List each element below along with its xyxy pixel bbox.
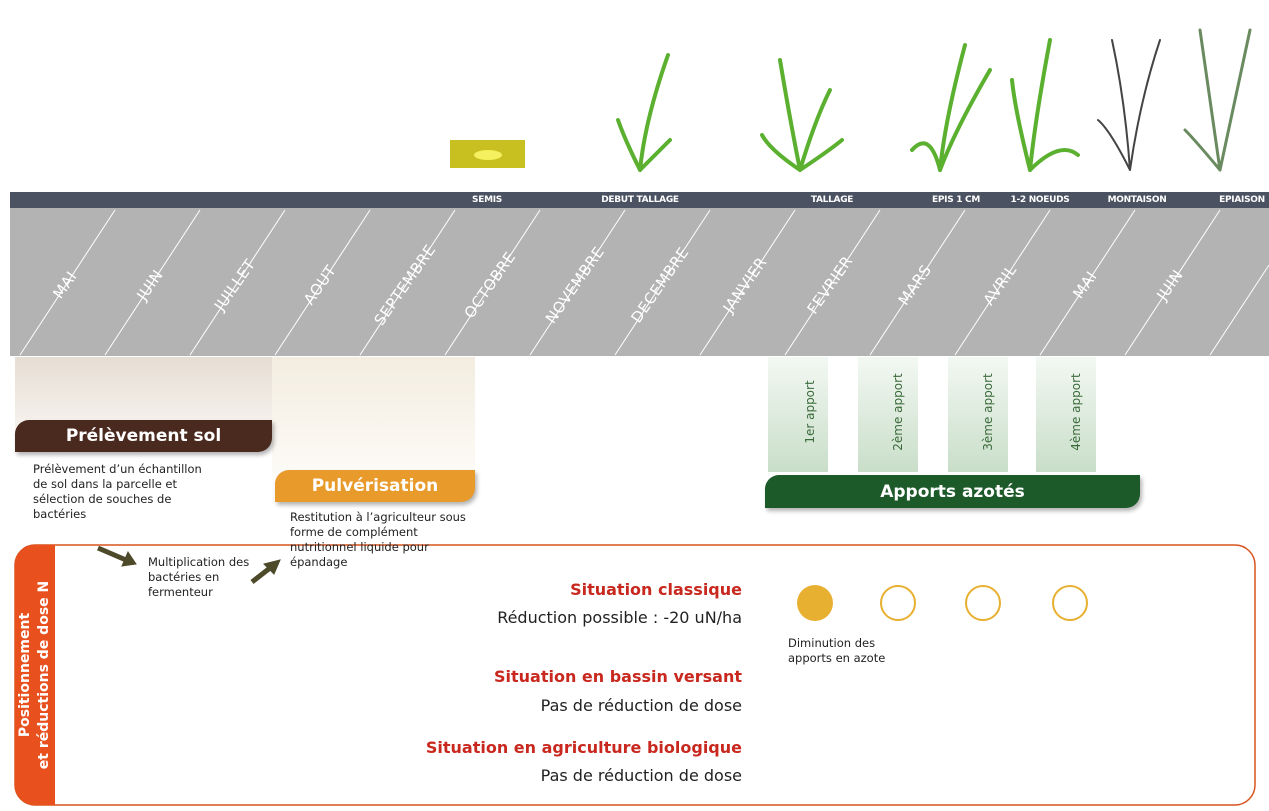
stage-label: EPIS 1 CM: [932, 195, 980, 205]
reduced-input: [797, 585, 833, 621]
stage-label: 1-2 NOEUDS: [1011, 195, 1070, 205]
stage-label: SEMIS: [472, 195, 502, 205]
application-column: [858, 357, 918, 472]
spraying-title: Pulvérisation: [275, 470, 475, 502]
application-column: [948, 357, 1008, 472]
sampling-description: Prélèvement d’un échantillon de sol dans…: [33, 462, 213, 522]
application-label: 4ème apport: [1069, 373, 1083, 450]
input: [881, 586, 915, 620]
stage-label: DEBUT TALLAGE: [601, 195, 679, 205]
dose-panel-title: Positionnement et réductions de dose N: [16, 581, 54, 769]
input: [1053, 586, 1087, 620]
application-label: 3ème apport: [981, 373, 995, 450]
situation-detail: Pas de réduction de dose: [541, 766, 742, 785]
multiplication: Multiplication des bactéries en fermente…: [148, 555, 253, 600]
plants: [618, 30, 1250, 170]
spraying-description: Restitution à l’agriculteur sous forme d…: [290, 510, 480, 570]
title-line: et réductions de dose N: [35, 581, 54, 769]
application-column: [768, 357, 828, 472]
nitrogen-inputs-title: Apports azotés: [765, 475, 1140, 508]
spraying-period: [272, 357, 475, 477]
situation-name: Situation classique: [570, 580, 742, 599]
sampling-title: Prélèvement sol: [15, 420, 272, 452]
stage-label: TALLAGE: [811, 195, 853, 205]
situation-detail: Pas de réduction de dose: [541, 696, 742, 715]
legend: Diminution des apports en azote: [788, 636, 898, 666]
stage-label: EPIAISON: [1219, 195, 1265, 205]
infographic: SEMIS DEBUT TALLAGE TALLAGE EPIS 1 CM 1-…: [0, 0, 1269, 811]
stage-label: MONTAISON: [1108, 195, 1167, 205]
application-column: [1036, 357, 1096, 472]
seed: [474, 150, 502, 160]
situation-detail: Réduction possible : -20 uN/ha: [497, 608, 742, 627]
situation-name: Situation en agriculture biologique: [426, 738, 742, 757]
application-label: 1er apport: [803, 380, 817, 443]
application-label: 2ème apport: [891, 373, 905, 450]
input: [966, 586, 1000, 620]
title-line: Positionnement: [16, 581, 35, 769]
situation-name: Situation en bassin versant: [494, 667, 742, 686]
